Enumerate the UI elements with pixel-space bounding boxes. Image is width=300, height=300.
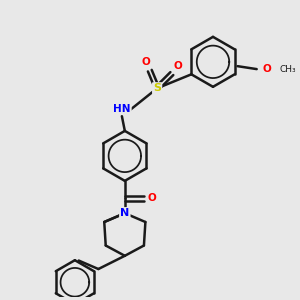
Text: N: N [120,208,129,218]
Text: O: O [173,61,182,71]
Text: O: O [141,57,150,67]
Text: O: O [262,64,272,74]
Text: HN: HN [113,104,130,114]
Text: S: S [153,83,161,93]
Text: CH₃: CH₃ [279,64,296,74]
Text: O: O [148,194,157,203]
